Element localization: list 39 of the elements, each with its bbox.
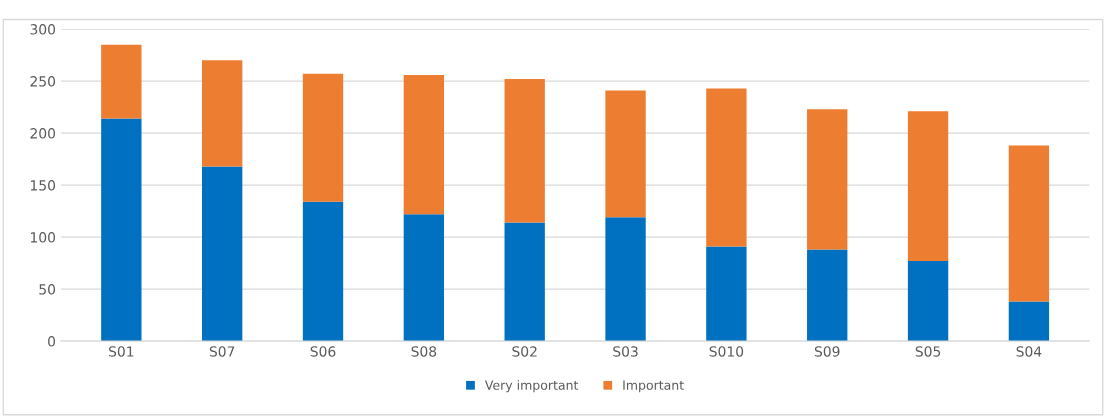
x-tick-label: S05 bbox=[915, 346, 941, 357]
bar bbox=[504, 79, 545, 223]
bar bbox=[706, 246, 747, 342]
legend-label: Important bbox=[623, 380, 684, 393]
bar bbox=[202, 166, 243, 342]
bar bbox=[605, 90, 646, 218]
x-tick-label: S010 bbox=[709, 346, 744, 357]
x-tick-label: S09 bbox=[814, 346, 840, 357]
bar bbox=[1008, 145, 1050, 302]
x-tick-label: S06 bbox=[310, 346, 336, 357]
y-tick-label: 250 bbox=[30, 76, 56, 87]
bar bbox=[101, 44, 142, 119]
bar bbox=[907, 111, 949, 262]
bar bbox=[907, 261, 949, 342]
bar bbox=[101, 118, 142, 342]
y-tick-label: 100 bbox=[30, 232, 56, 243]
bar bbox=[1008, 301, 1050, 342]
y-tick-label: 300 bbox=[30, 24, 56, 35]
bar bbox=[605, 217, 646, 342]
y-tick-label: 50 bbox=[39, 284, 56, 295]
bar bbox=[302, 201, 344, 342]
bar bbox=[504, 222, 545, 342]
bar bbox=[403, 214, 445, 342]
x-tick-label: S08 bbox=[411, 346, 437, 357]
y-tick-label: 200 bbox=[30, 128, 56, 139]
x-tick-label: S02 bbox=[512, 346, 537, 357]
x-tick-label: S01 bbox=[109, 346, 134, 357]
x-tick-label: S03 bbox=[613, 346, 638, 357]
x-tick-label: S04 bbox=[1016, 346, 1042, 357]
bar bbox=[807, 109, 848, 250]
bar bbox=[302, 73, 344, 202]
bar bbox=[706, 88, 747, 247]
bar bbox=[807, 249, 848, 342]
bar bbox=[403, 74, 445, 215]
legend-label: Very important bbox=[484, 380, 579, 393]
x-tick-label: S07 bbox=[209, 346, 235, 357]
y-tick-label: 150 bbox=[30, 180, 56, 191]
y-tick-label: 0 bbox=[48, 336, 56, 347]
bar bbox=[202, 60, 243, 167]
